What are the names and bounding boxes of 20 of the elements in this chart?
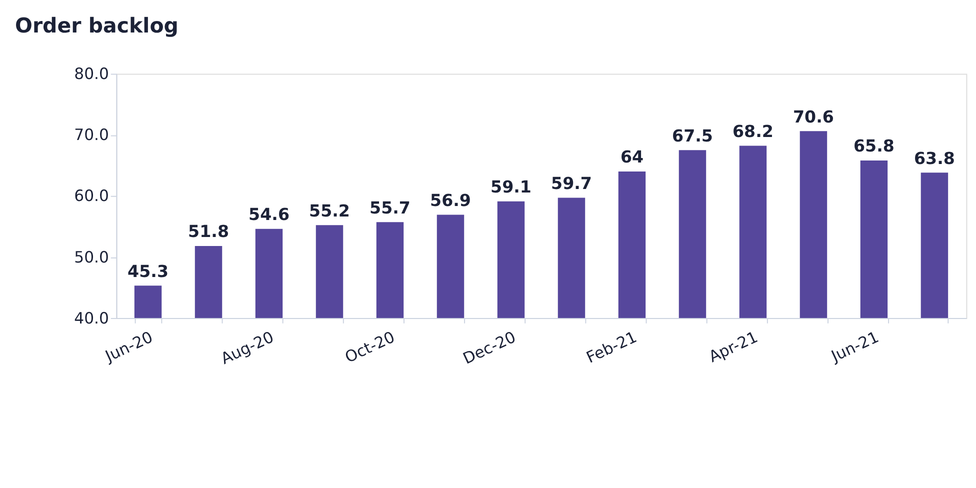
- data-label: 64: [620, 148, 644, 167]
- data-label: 54.6: [248, 205, 290, 224]
- data-label: 67.5: [672, 126, 713, 146]
- data-label: 65.8: [853, 136, 894, 156]
- y-tick-label: 80.0: [74, 64, 109, 84]
- y-tick-label: 60.0: [74, 186, 109, 206]
- y-tick-label: 70.0: [74, 125, 109, 144]
- data-label: 59.7: [551, 174, 592, 193]
- y-tick-label: 50.0: [74, 247, 109, 266]
- chart-title: Order backlog: [15, 14, 178, 38]
- data-label: 70.6: [793, 107, 834, 126]
- data-label: 55.2: [309, 201, 350, 220]
- data-label: 63.8: [914, 148, 955, 168]
- data-label: 51.8: [188, 222, 229, 242]
- data-label: 59.1: [490, 178, 532, 197]
- y-tick-label: 40.0: [74, 308, 109, 328]
- data-label: 56.9: [430, 191, 471, 210]
- data-label: 45.3: [128, 262, 168, 281]
- data-label: 55.7: [370, 198, 410, 218]
- data-label: 68.2: [732, 122, 774, 142]
